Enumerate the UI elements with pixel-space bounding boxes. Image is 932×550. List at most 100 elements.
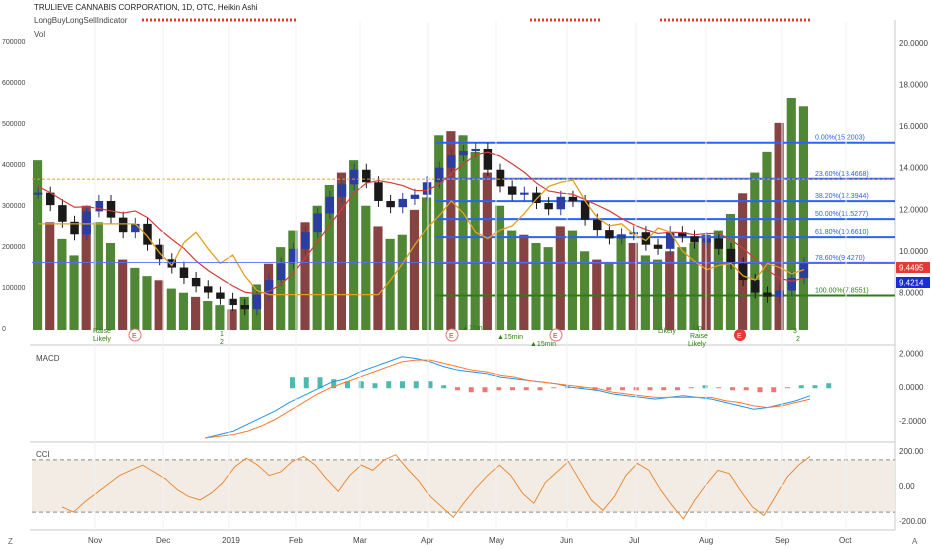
candle-body bbox=[422, 182, 432, 195]
x-tick-label: Sep bbox=[775, 536, 790, 545]
macd-histogram-bar bbox=[716, 387, 722, 389]
volume-bar bbox=[397, 234, 407, 330]
macd-histogram-bar bbox=[413, 381, 419, 389]
candle-body bbox=[58, 205, 67, 222]
candle-body bbox=[580, 200, 590, 220]
candle-body bbox=[605, 230, 614, 239]
volume-tick-label: 0 bbox=[2, 326, 6, 333]
candle-body bbox=[45, 192, 55, 206]
volume-bar bbox=[300, 222, 310, 330]
volume-tick-label: 500000 bbox=[2, 121, 25, 128]
candle-body bbox=[167, 259, 177, 268]
fib-level-label: 61.80%(10.6610) bbox=[815, 229, 869, 236]
cci-line bbox=[61, 454, 811, 520]
candle-body bbox=[289, 248, 298, 264]
candle-body bbox=[763, 292, 772, 297]
x-tick-label: Mar bbox=[353, 536, 367, 545]
signal-label-likely-1: Likely bbox=[93, 336, 111, 343]
macd-histogram-bar bbox=[441, 385, 447, 389]
volume-bar bbox=[324, 185, 334, 330]
macd-histogram-bar bbox=[290, 377, 295, 389]
macd-histogram-bar bbox=[551, 387, 557, 389]
candle-body bbox=[787, 277, 797, 291]
volume-bar bbox=[178, 292, 189, 330]
candle-body bbox=[276, 263, 286, 281]
candle-body bbox=[94, 200, 104, 212]
price-tick-label: 8.0000 bbox=[899, 289, 924, 298]
volume-bar bbox=[312, 205, 322, 330]
candle-body bbox=[82, 211, 91, 235]
candle-body bbox=[751, 280, 760, 293]
macd-histogram-bar bbox=[317, 377, 323, 389]
volume-bar bbox=[665, 251, 675, 330]
volume-bar bbox=[470, 151, 480, 330]
macd-histogram-bar bbox=[455, 387, 460, 391]
zoom-icon[interactable]: Z bbox=[8, 537, 13, 546]
macd-histogram-bar bbox=[372, 383, 378, 389]
auto-scale-icon[interactable]: A bbox=[912, 537, 918, 546]
candle-body bbox=[702, 238, 711, 243]
candle-body bbox=[337, 184, 347, 197]
macd-histogram-bar bbox=[523, 387, 529, 391]
signal-label-num-1: 1 bbox=[220, 331, 224, 338]
event-marker-3: E bbox=[553, 333, 558, 340]
signal-label-raise-2: Raise bbox=[690, 333, 708, 340]
macd-histogram-bar bbox=[578, 387, 584, 389]
macd-tick-label: 0.0000 bbox=[899, 383, 924, 392]
volume-bar bbox=[166, 288, 176, 330]
macd-histogram-bar bbox=[386, 381, 392, 389]
volume-bar bbox=[361, 205, 371, 330]
candle-body bbox=[204, 286, 213, 293]
volume-bar bbox=[33, 160, 43, 330]
volume-bar bbox=[543, 247, 553, 330]
price-panel[interactable]: 0.00%(15.2003) 23.60%(13.4668) 38.20%(12.3… bbox=[32, 98, 895, 331]
volume-tick-label: 200000 bbox=[2, 244, 25, 251]
volume-bar bbox=[567, 230, 578, 330]
volume-bar bbox=[130, 267, 140, 330]
candle-body bbox=[532, 192, 541, 204]
volume-tick-label: 700000 bbox=[2, 39, 25, 46]
macd-histogram-bar bbox=[743, 387, 749, 391]
volume-tick-label: 400000 bbox=[2, 162, 25, 169]
volume-bar bbox=[142, 276, 152, 330]
price-badge-upper: 9.4495 bbox=[896, 262, 930, 273]
x-tick-label: May bbox=[489, 536, 504, 545]
price-tick-label: 18.0000 bbox=[899, 80, 928, 89]
candle-body bbox=[386, 200, 395, 208]
candle-body bbox=[593, 219, 602, 231]
cci-tick-label: 0.00 bbox=[899, 482, 915, 491]
x-tick-label: 2019 bbox=[222, 536, 240, 545]
price-tick-label: 12.0000 bbox=[899, 205, 928, 214]
candle-body bbox=[216, 292, 225, 299]
volume-bar bbox=[713, 230, 723, 330]
macd-histogram-bar bbox=[702, 385, 708, 389]
price-badge-upper-text: 9.4495 bbox=[899, 264, 924, 273]
macd-panel[interactable]: MACD bbox=[36, 354, 832, 439]
volume-bar bbox=[385, 238, 395, 330]
volume-bar bbox=[786, 98, 796, 330]
macd-histogram-bar bbox=[303, 377, 309, 389]
cci-tick-label: -200.00 bbox=[899, 517, 927, 526]
signal-label-up: Up bbox=[693, 325, 702, 332]
volume-bar bbox=[774, 122, 784, 330]
fib-level-label: 100.00%(7.8551) bbox=[815, 288, 869, 295]
macd-histogram-bar bbox=[798, 385, 804, 389]
macd-histogram-bar bbox=[510, 387, 515, 391]
macd-histogram-bar bbox=[661, 387, 667, 391]
candle-body bbox=[520, 192, 529, 195]
cci-panel[interactable]: CCI bbox=[32, 450, 895, 520]
x-tick-label: Dec bbox=[156, 536, 170, 545]
signal-label-15min-3: ▲15min bbox=[530, 341, 556, 348]
volume-bar bbox=[507, 230, 517, 330]
macd-histogram-bar bbox=[826, 383, 832, 389]
chart-title: TRULIEVE CANNABIS CORPORATION, 1D, OTC, … bbox=[34, 3, 258, 12]
volume-tick-label: 100000 bbox=[2, 285, 25, 292]
signal-label-15min-2: ▲15min bbox=[497, 334, 523, 341]
candle-body bbox=[568, 196, 578, 201]
x-tick-label: Oct bbox=[839, 536, 852, 545]
volume-bar bbox=[45, 222, 55, 330]
volume-bar bbox=[336, 172, 347, 330]
volume-bar bbox=[628, 243, 638, 330]
candle-body bbox=[544, 203, 553, 210]
